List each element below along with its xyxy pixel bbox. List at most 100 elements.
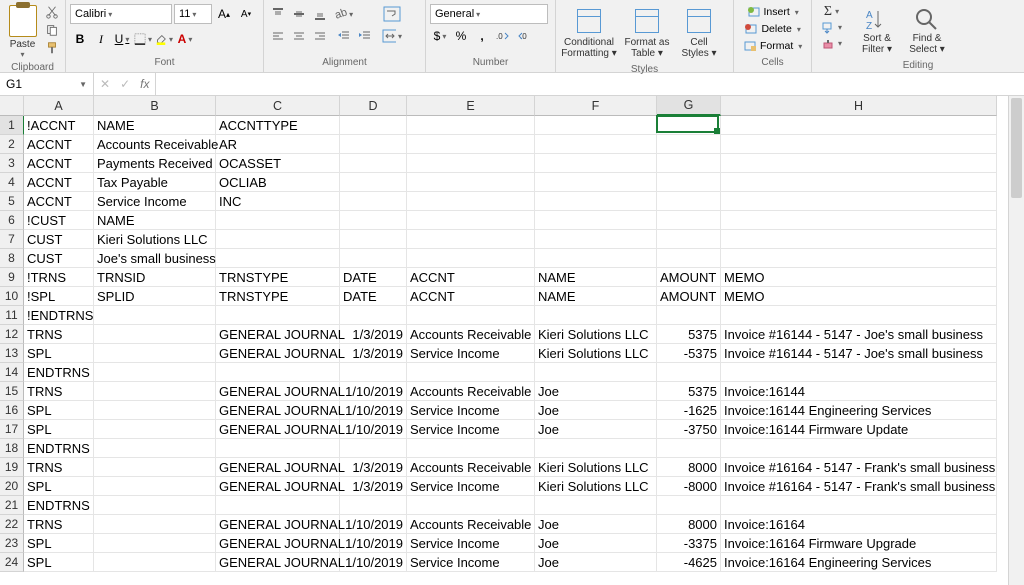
cell[interactable]: SPL <box>24 420 94 439</box>
cell[interactable]: SPLID <box>94 287 216 306</box>
cell[interactable] <box>340 135 407 154</box>
cell[interactable] <box>535 496 657 515</box>
cell[interactable] <box>721 439 997 458</box>
number-format-select[interactable]: General <box>430 4 548 24</box>
cancel-formula-icon[interactable]: ✕ <box>100 77 110 91</box>
cell[interactable] <box>216 439 340 458</box>
cell[interactable]: OCASSET <box>216 154 340 173</box>
cell[interactable] <box>94 382 216 401</box>
cell[interactable] <box>657 192 721 211</box>
align-bottom-button[interactable] <box>310 4 330 24</box>
row-header[interactable]: 24 <box>0 553 24 572</box>
cell[interactable] <box>94 553 216 572</box>
row-header[interactable]: 23 <box>0 534 24 553</box>
cell[interactable]: Invoice:16144 Firmware Update <box>721 420 997 439</box>
cell[interactable] <box>94 325 216 344</box>
cell[interactable]: -3375 <box>657 534 721 553</box>
orientation-button[interactable]: ab <box>334 4 354 24</box>
cell[interactable]: Joe <box>535 420 657 439</box>
cell[interactable]: CUST <box>24 249 94 268</box>
cell[interactable]: GENERAL JOURNAL <box>216 534 340 553</box>
cell[interactable]: MEMO <box>721 268 997 287</box>
cell[interactable]: DATE <box>340 287 407 306</box>
cell[interactable]: 1/10/2019 <box>340 401 407 420</box>
cell[interactable]: -3750 <box>657 420 721 439</box>
cell[interactable]: Accounts Receivable <box>407 515 535 534</box>
cell[interactable] <box>94 363 216 382</box>
cell[interactable]: NAME <box>94 116 216 135</box>
cell[interactable] <box>535 211 657 230</box>
cell[interactable] <box>407 496 535 515</box>
column-header[interactable]: C <box>216 96 340 116</box>
cell[interactable]: !TRNS <box>24 268 94 287</box>
cell[interactable] <box>535 249 657 268</box>
cell[interactable] <box>216 496 340 515</box>
comma-button[interactable]: , <box>472 26 492 46</box>
enter-formula-icon[interactable]: ✓ <box>120 77 130 91</box>
cell[interactable]: Invoice #16144 - 5147 - Joe's small busi… <box>721 325 997 344</box>
cell[interactable] <box>216 363 340 382</box>
sort-filter-button[interactable]: AZ Sort & Filter ▾ <box>853 4 901 58</box>
cell[interactable] <box>340 230 407 249</box>
cell[interactable]: Joe <box>535 534 657 553</box>
cell[interactable]: GENERAL JOURNAL <box>216 515 340 534</box>
select-all-corner[interactable] <box>0 96 24 116</box>
increase-decimal-button[interactable]: .0 <box>493 26 513 46</box>
cell[interactable] <box>407 249 535 268</box>
cell[interactable] <box>94 477 216 496</box>
cell[interactable]: -8000 <box>657 477 721 496</box>
cell[interactable]: !CUST <box>24 211 94 230</box>
cell[interactable] <box>216 249 340 268</box>
cell[interactable]: NAME <box>535 287 657 306</box>
cell[interactable]: ACCNT <box>407 268 535 287</box>
cell[interactable] <box>535 306 657 325</box>
row-header[interactable]: 19 <box>0 458 24 477</box>
cell[interactable]: GENERAL JOURNAL <box>216 344 340 363</box>
cell[interactable] <box>340 306 407 325</box>
cell[interactable] <box>535 173 657 192</box>
cell[interactable]: 1/10/2019 <box>340 420 407 439</box>
row-header[interactable]: 1 <box>0 116 24 135</box>
cell[interactable]: 1/10/2019 <box>340 382 407 401</box>
column-header[interactable]: F <box>535 96 657 116</box>
cell[interactable]: NAME <box>535 268 657 287</box>
cell[interactable]: Service Income <box>407 477 535 496</box>
conditional-formatting-button[interactable]: Conditional Formatting ▾ <box>560 4 618 62</box>
fx-icon[interactable]: fx <box>140 77 149 91</box>
underline-button[interactable]: U <box>112 29 132 49</box>
cell[interactable] <box>657 439 721 458</box>
wrap-text-button[interactable] <box>381 4 403 24</box>
row-header[interactable]: 21 <box>0 496 24 515</box>
cell[interactable]: Invoice:16144 <box>721 382 997 401</box>
cell[interactable] <box>216 211 340 230</box>
cell[interactable]: !ENDTRNS <box>24 306 94 325</box>
cell[interactable]: Payments Received <box>94 154 216 173</box>
cell[interactable]: ENDTRNS <box>24 363 94 382</box>
cell[interactable] <box>340 116 407 135</box>
align-middle-button[interactable] <box>289 4 309 24</box>
cell[interactable] <box>94 306 216 325</box>
row-header[interactable]: 16 <box>0 401 24 420</box>
font-size-select[interactable]: 11 <box>174 4 212 24</box>
column-header[interactable]: A <box>24 96 94 116</box>
cell[interactable]: Tax Payable <box>94 173 216 192</box>
cell[interactable]: ACCNTTYPE <box>216 116 340 135</box>
cell[interactable]: -4625 <box>657 553 721 572</box>
cell[interactable] <box>657 306 721 325</box>
cell[interactable]: NAME <box>94 211 216 230</box>
cell[interactable]: GENERAL JOURNAL <box>216 401 340 420</box>
cell[interactable] <box>216 230 340 249</box>
cell[interactable] <box>721 192 997 211</box>
cell[interactable] <box>407 116 535 135</box>
cell[interactable] <box>657 496 721 515</box>
cell[interactable] <box>340 363 407 382</box>
autosum-button[interactable]: Σ▾ <box>816 4 847 19</box>
cell[interactable] <box>535 154 657 173</box>
cell[interactable] <box>407 135 535 154</box>
cell[interactable]: ACCNT <box>24 173 94 192</box>
row-header[interactable]: 10 <box>0 287 24 306</box>
row-header[interactable]: 8 <box>0 249 24 268</box>
cell[interactable] <box>407 363 535 382</box>
row-header[interactable]: 20 <box>0 477 24 496</box>
cell[interactable]: AMOUNT <box>657 268 721 287</box>
